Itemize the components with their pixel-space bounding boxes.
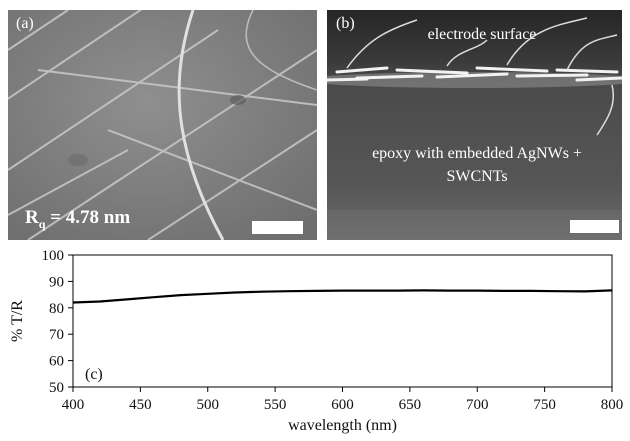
- y-tick-label: 50: [49, 380, 64, 396]
- cross-section-texture: [327, 10, 622, 240]
- x-tick-label: 550: [264, 397, 287, 413]
- x-tick-label: 800: [601, 397, 624, 413]
- sem-image-top-view: (a) Rq = 4.78 nm: [8, 10, 317, 240]
- y-tick-label: 90: [49, 274, 64, 290]
- panel-a-label: (a): [16, 15, 34, 32]
- x-tick-label: 500: [197, 397, 220, 413]
- scale-bar: [252, 221, 303, 234]
- y-tick-label: 60: [49, 354, 64, 370]
- y-tick-label: 100: [42, 248, 65, 264]
- x-tick-label: 600: [331, 397, 354, 413]
- sem-image-cross-section: (b) electrode surface epoxy with embedde…: [327, 10, 622, 240]
- x-axis-label: wavelength (nm): [288, 417, 397, 434]
- x-tick-label: 750: [533, 397, 556, 413]
- nanowire-surface-texture: [8, 10, 317, 240]
- x-axis-ticks: 400 450 500 550 600 650 700 750 800: [62, 387, 624, 413]
- x-tick-label: 650: [399, 397, 422, 413]
- x-tick-label: 700: [466, 397, 489, 413]
- y-axis-ticks: 50 60 70 80 90 100: [42, 248, 73, 396]
- transmittance-chart: 50 60 70 80 90 100 400 450 500 550 600 650 700 750 80…: [9, 248, 624, 434]
- scale-bar: [570, 220, 619, 233]
- y-tick-label: 80: [49, 301, 64, 317]
- y-tick-label: 70: [49, 327, 64, 343]
- x-tick-label: 450: [129, 397, 152, 413]
- x-tick-label: 400: [62, 397, 85, 413]
- roughness-readout: Rq = 4.78 nm: [25, 207, 131, 231]
- panel-c-label: (c): [85, 366, 103, 383]
- epoxy-label-line2: SWCNTs: [446, 168, 508, 185]
- panel-b-label: (b): [336, 15, 355, 32]
- plot-frame: [72, 254, 613, 388]
- electrode-surface-label: electrode surface: [427, 26, 537, 43]
- epoxy-label-line1: epoxy with embedded AgNWs +: [372, 145, 582, 162]
- series-line: [72, 289, 613, 304]
- epoxy-label: epoxy with embedded AgNWs + SWCNTs: [337, 142, 617, 188]
- y-axis-label: % T/R: [9, 300, 26, 342]
